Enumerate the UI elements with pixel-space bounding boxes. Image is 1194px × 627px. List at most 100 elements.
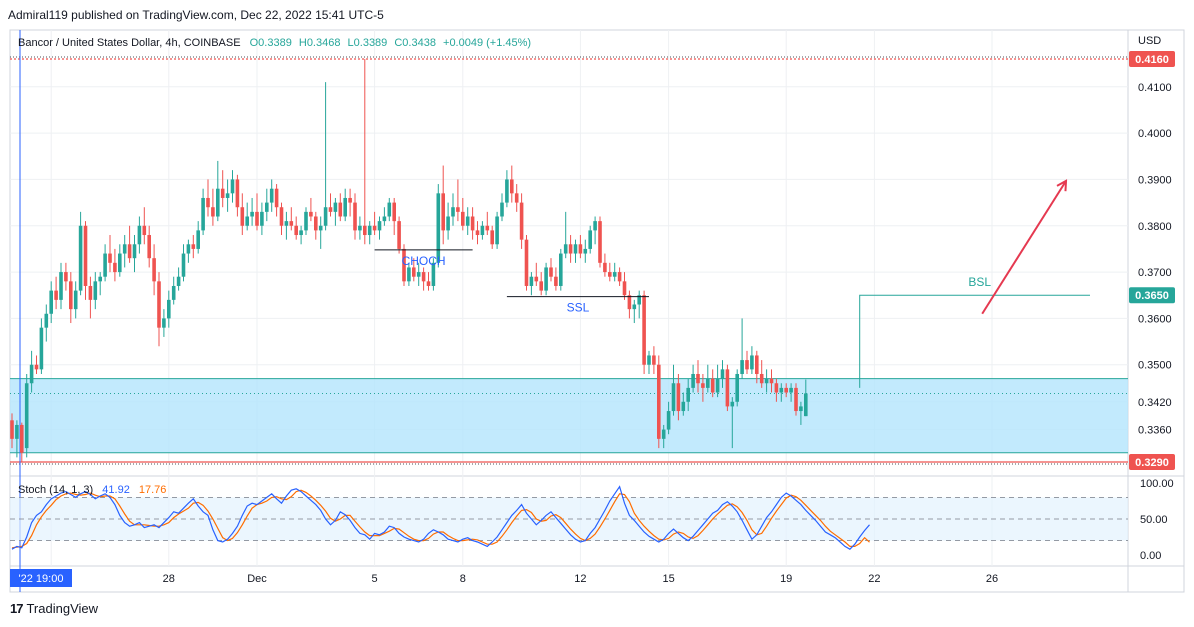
candle-body <box>603 262 607 273</box>
candle-body <box>715 378 720 393</box>
candle <box>764 369 769 393</box>
price-tick-label: 0.3600 <box>1138 313 1172 325</box>
candle <box>774 378 779 402</box>
candle <box>407 262 411 286</box>
candle <box>255 193 259 231</box>
candle-body <box>304 211 308 231</box>
price-badge <box>1129 51 1175 67</box>
candle <box>480 221 485 240</box>
candle <box>769 369 774 393</box>
time-axis: 2428Dec581215192226'22 19:00 <box>10 569 998 587</box>
candle-body <box>578 244 583 254</box>
candle <box>294 216 298 240</box>
candle <box>191 235 196 259</box>
candle-body <box>73 290 78 310</box>
candle <box>500 193 504 222</box>
candle-body <box>358 225 362 231</box>
candle-body <box>230 179 235 194</box>
choch-label: CHOCH <box>402 254 446 268</box>
candle-body <box>583 248 588 254</box>
candle-body <box>593 221 597 231</box>
stoch-tick-label: 100.00 <box>1140 478 1174 490</box>
candle-body <box>152 258 156 282</box>
stoch-k-value: 41.92 <box>102 484 130 496</box>
candle-body <box>750 355 754 370</box>
candle <box>706 364 710 393</box>
candle <box>490 225 494 249</box>
candle-body <box>642 295 646 365</box>
candle <box>696 360 700 393</box>
low-value: L0.3389 <box>348 37 388 49</box>
stoch-tick-label: 0.00 <box>1140 550 1161 562</box>
candle <box>206 179 210 217</box>
candle-body <box>98 276 102 282</box>
candle-body <box>387 202 392 217</box>
candle-body <box>407 267 411 282</box>
vertical-gridlines <box>50 30 993 566</box>
candle <box>593 216 597 245</box>
candle-body <box>426 281 431 286</box>
candle-body <box>309 211 313 217</box>
candle-body <box>539 281 543 291</box>
ohlc-legend: Bancor / United States Dollar, 4h, COINB… <box>18 37 531 49</box>
candle <box>127 225 132 263</box>
candle-body <box>34 364 39 370</box>
candle <box>176 267 181 291</box>
candle-body <box>245 216 249 226</box>
candle-body <box>554 276 558 286</box>
candle <box>118 244 122 277</box>
candle <box>554 267 558 291</box>
price-tick-label: 0.4100 <box>1138 82 1172 94</box>
candle-body <box>333 202 338 212</box>
candle-body <box>299 230 303 236</box>
candle <box>201 188 205 236</box>
candle <box>260 202 264 236</box>
candle-body <box>681 401 686 412</box>
candle <box>451 193 455 226</box>
candle <box>10 413 14 449</box>
price-badge-label: 0.3650 <box>1135 290 1169 302</box>
candle-body <box>671 383 676 412</box>
currency-label: USD <box>1138 35 1161 47</box>
candle <box>108 235 112 273</box>
candle-body <box>568 244 573 254</box>
candle-body <box>64 272 68 282</box>
tradingview-logo[interactable]: 17 TradingView <box>10 601 98 616</box>
candle-body <box>755 355 759 374</box>
candle-body <box>93 281 98 300</box>
price-tick-label: 0.3700 <box>1138 267 1172 279</box>
candle <box>230 170 235 203</box>
candle-body <box>377 221 382 231</box>
candle-body <box>588 230 592 249</box>
candle <box>657 355 661 449</box>
candle <box>461 197 465 231</box>
candle <box>652 346 656 374</box>
candle-body <box>490 230 494 245</box>
candle-body <box>710 378 715 393</box>
candle-body <box>382 216 387 222</box>
candle <box>534 262 539 286</box>
candle-body <box>191 244 196 249</box>
time-tick-label: 5 <box>372 573 378 585</box>
candle <box>274 184 279 217</box>
candle-body <box>201 197 205 231</box>
candle <box>171 276 176 305</box>
candle-body <box>353 202 357 231</box>
candle <box>304 207 308 236</box>
candle <box>167 290 171 328</box>
candle-body <box>167 299 171 319</box>
candle <box>157 272 161 347</box>
candle <box>358 216 362 240</box>
candle <box>279 202 284 236</box>
candle-body <box>789 387 793 393</box>
candle-body <box>549 267 553 277</box>
candle-body <box>475 230 480 236</box>
demand-zone-fill <box>10 378 1128 453</box>
candle-body <box>216 188 220 217</box>
candle <box>799 401 803 425</box>
candle-body <box>103 253 107 277</box>
candle <box>563 211 568 259</box>
candle-body <box>559 253 563 286</box>
candle-body <box>431 262 436 286</box>
